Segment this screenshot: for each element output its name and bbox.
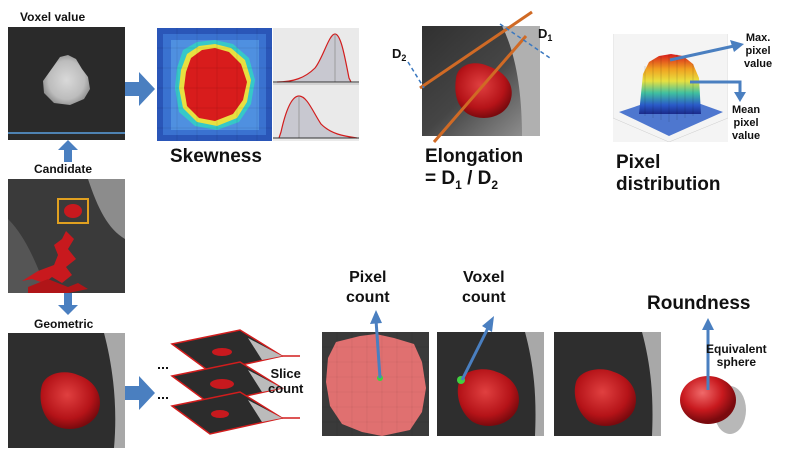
- elongation-sub1: 1: [455, 177, 462, 192]
- slice-count-label: Slice count: [268, 366, 304, 396]
- up-arrow-icon: [58, 140, 78, 162]
- elongation-image: D1 D2: [392, 10, 552, 143]
- candidate-label: Candidate: [34, 162, 93, 176]
- max-pixel-arrow-icon: [669, 40, 744, 62]
- d2-label: D2: [392, 46, 406, 63]
- candidate-image: [8, 179, 125, 293]
- equivalent-sphere-image: [680, 318, 746, 434]
- roundness-label: Roundness: [647, 293, 751, 314]
- pixel-count-label: Pixel count: [346, 269, 390, 306]
- elongation-div-part: / D: [461, 168, 492, 189]
- pixel-count-image: [322, 332, 429, 436]
- max-pixel-label: Max. pixel value: [744, 32, 773, 70]
- geometric-image: [8, 333, 125, 448]
- down-arrow-icon: [58, 293, 78, 315]
- pixel-distribution-label: Pixel distribution: [616, 152, 721, 195]
- skewness-label: Skewness: [170, 146, 262, 167]
- elongation-eq-part: = D: [425, 168, 456, 189]
- mean-pixel-arrow-icon: [690, 80, 746, 102]
- voxel-count-image: [437, 332, 544, 436]
- skewness-heatmap: [157, 28, 272, 141]
- pixel-count-arrow-icon: [370, 310, 382, 379]
- voxel-count-arrow-icon: [460, 316, 494, 381]
- geometric-label: Geometric: [34, 317, 94, 331]
- voxel-count-label: Voxel count: [462, 269, 506, 306]
- elongation-title: Elongation: [425, 146, 524, 167]
- mean-pixel-label: Mean pixel value: [732, 104, 761, 142]
- roundness-image: [554, 332, 661, 436]
- d1-label: D1: [538, 26, 552, 43]
- equivalent-sphere-label: Equivalent sphere: [706, 342, 767, 369]
- arrow-right-icon-geometric: [125, 376, 155, 410]
- elongation-sub2: 2: [491, 177, 499, 192]
- voxel-value-label: Voxel value: [20, 10, 86, 24]
- slice-stack-image: [158, 329, 300, 435]
- elongation-equation: = D1 / D2: [425, 168, 498, 192]
- voxel-value-image: [8, 27, 125, 140]
- arrow-right-icon: [125, 72, 155, 106]
- skewness-curves: [273, 28, 359, 141]
